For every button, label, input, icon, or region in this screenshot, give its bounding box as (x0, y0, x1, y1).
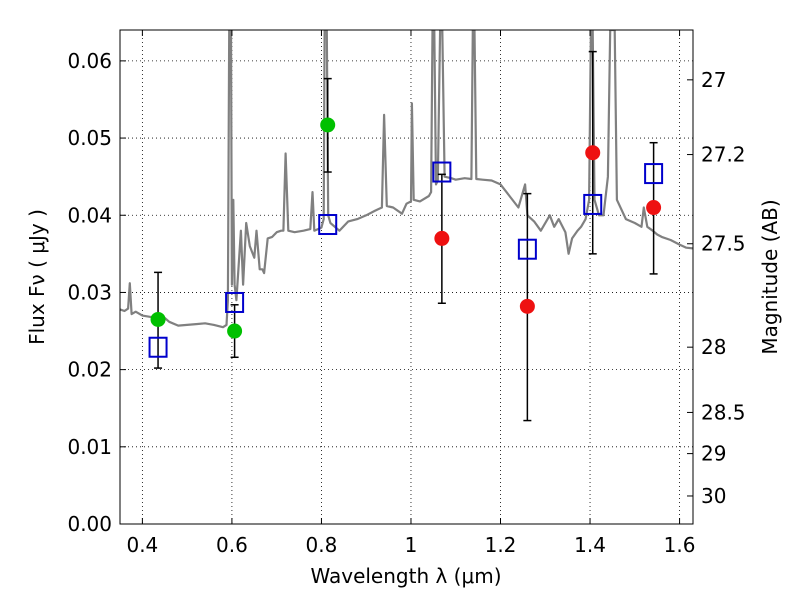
y-tick-label: 0.05 (67, 126, 112, 150)
right-tick-label: 27.5 (701, 232, 746, 256)
x-tick-label: 1.4 (574, 533, 606, 557)
data-point-square (432, 161, 452, 183)
data-point-square (644, 163, 664, 185)
data-point-circle (227, 323, 243, 339)
data-point-square (225, 291, 245, 313)
y-tick-label: 0.01 (67, 435, 112, 459)
right-tick-label: 27 (701, 68, 726, 92)
x-axis-title: Wavelength λ (μm) (310, 564, 501, 588)
y-tick-label: 0.03 (67, 280, 112, 304)
x-tick-label: 1.6 (664, 533, 696, 557)
y-axis-title: Flux Fν ( μJy ) (25, 209, 49, 345)
spectrum-line (120, 30, 693, 329)
data-point-square (148, 336, 168, 358)
data-point-circle (150, 311, 166, 327)
x-tick-label: 0.6 (216, 533, 248, 557)
right-tick-label: 30 (701, 484, 726, 508)
data-point-square (318, 214, 338, 236)
y-tick-label: 0.04 (67, 203, 112, 227)
axes-layer: 0.4 0.6 0.8 1 1.2 1.4 1.6 0.00 0.01 0.02 0.03 0.04 0… (67, 30, 746, 557)
plot-background (120, 30, 693, 524)
x-tick-label: 0.4 (126, 533, 158, 557)
x-tick-label: 0.8 (306, 533, 338, 557)
y-tick-label: 0.00 (67, 512, 112, 536)
x-tick-label: 1 (405, 533, 418, 557)
right-tick-label: 29 (701, 442, 726, 466)
spectrum-layer (120, 30, 693, 329)
data-marks-layer (148, 50, 664, 422)
data-point-circle (646, 200, 662, 216)
plot-frame (119, 29, 694, 525)
right-tick-label: 27.2 (701, 143, 746, 167)
data-point-circle (434, 230, 450, 246)
data-point-circle (585, 145, 601, 161)
data-point-circle (320, 117, 336, 133)
data-point-circle (519, 298, 535, 314)
data-point-square (583, 193, 603, 215)
x-tick-label: 1.2 (485, 533, 517, 557)
y-axis-right-title: Magnitude (AB) (758, 199, 782, 354)
right-tick-label: 28 (701, 335, 726, 359)
y-tick-label: 0.02 (67, 358, 112, 382)
data-point-square (517, 238, 537, 260)
y-tick-label: 0.06 (67, 49, 112, 73)
right-tick-label: 28.5 (701, 400, 746, 424)
